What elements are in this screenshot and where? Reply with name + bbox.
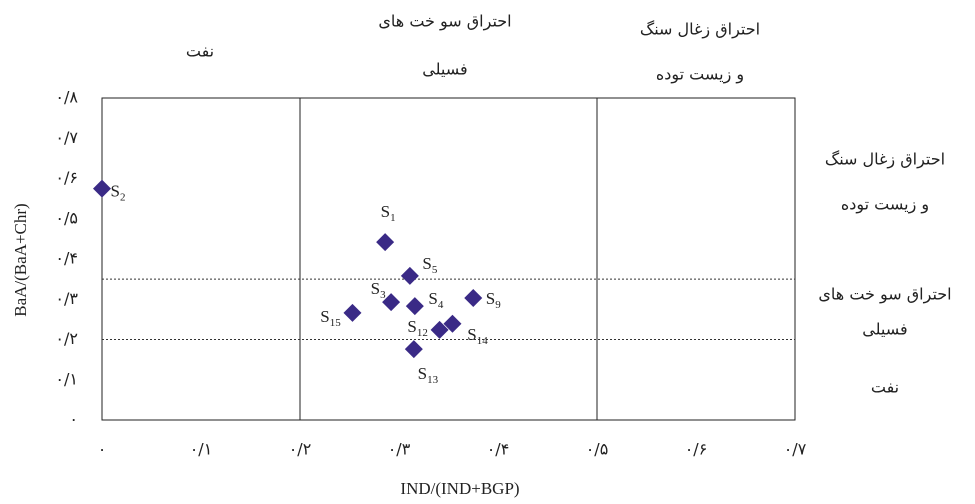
point-label: S15: [320, 307, 341, 329]
x-tick-label: ۰/۱: [190, 440, 213, 459]
point-label-text: S: [467, 325, 476, 344]
x-tick-label: ۰/۲: [289, 440, 312, 459]
plot-frame: [101, 97, 796, 421]
region-label: نفت: [871, 378, 899, 397]
point-label-sub: 9: [495, 299, 501, 311]
point-label: S4: [428, 289, 443, 311]
point-label: S3: [371, 279, 386, 301]
y-tick-label: ۰/۵: [55, 208, 78, 227]
point-label-text: S: [422, 254, 431, 273]
point-label-sub: 13: [427, 374, 439, 386]
region-label: نفت: [186, 42, 214, 61]
point-label-text: S: [428, 289, 437, 308]
point-label-text: S: [418, 364, 427, 383]
point-label-sub: 1: [390, 212, 396, 224]
point-label: S2: [111, 181, 126, 203]
y-tick-label: ۰/۶: [55, 168, 78, 187]
point-label-text: S: [407, 317, 416, 336]
point-label-sub: 12: [417, 326, 428, 338]
region-label: فسیلی: [862, 320, 907, 339]
point-label: S14: [467, 325, 488, 347]
x-axis-title: IND/(IND+BGP): [400, 479, 519, 498]
x-tick-label: ۰: [98, 440, 107, 459]
region-label: فسیلی: [422, 60, 467, 79]
point-label-sub: 3: [380, 289, 386, 301]
y-tick-label: ۰/۲: [55, 329, 78, 348]
point-label-text: S: [381, 202, 390, 221]
region-label: احتراق سو خت های: [378, 12, 511, 32]
point-label: S12: [407, 317, 427, 339]
y-tick-label: ۰/۷: [55, 128, 78, 147]
point-label: S5: [422, 254, 437, 276]
point-label-sub: 2: [120, 191, 126, 203]
x-tick-label: ۰/۶: [685, 440, 708, 459]
point: [443, 314, 462, 333]
point-label-text: S: [371, 279, 380, 298]
point: [464, 289, 483, 308]
point-label: S13: [418, 364, 439, 386]
point-label-sub: 4: [438, 299, 444, 311]
point: [376, 233, 395, 252]
point: [400, 266, 419, 285]
point-label-sub: 5: [432, 263, 438, 275]
region-label: احتراق سو خت های: [818, 285, 951, 305]
x-tick-label: ۰/۳: [388, 440, 411, 459]
point: [430, 320, 449, 339]
region-label: احتراق زغال سنگ: [640, 20, 760, 40]
x-tick-label: ۰/۴: [487, 440, 510, 459]
point-label-text: S: [320, 307, 329, 326]
y-tick-label: ۰/۳: [55, 289, 78, 308]
y-tick-label: ۰/۴: [55, 249, 78, 268]
y-tick-label: ۰/۱: [55, 369, 78, 388]
point-label-text: S: [111, 181, 120, 200]
point: [93, 179, 111, 198]
point-label: S9: [486, 289, 501, 311]
point-label: S1: [381, 202, 396, 224]
region-label: و زیست توده: [656, 65, 744, 85]
point-label-text: S: [486, 289, 495, 308]
point-label-sub: 14: [477, 334, 489, 346]
point-label-sub: 15: [330, 316, 342, 328]
point: [405, 297, 424, 316]
region-label: احتراق زغال سنگ: [825, 150, 945, 170]
y-tick-label: ۰/۸: [55, 88, 78, 107]
region-label: و زیست توده: [841, 195, 929, 215]
x-tick-label: ۰/۵: [586, 440, 609, 459]
point: [343, 303, 362, 322]
point: [404, 340, 423, 359]
x-tick-label: ۰/۷: [784, 440, 807, 459]
y-axis-title: BaA/(BaA+Chr): [11, 203, 30, 316]
point: [382, 293, 401, 312]
y-tick-label: ۰: [69, 410, 78, 429]
